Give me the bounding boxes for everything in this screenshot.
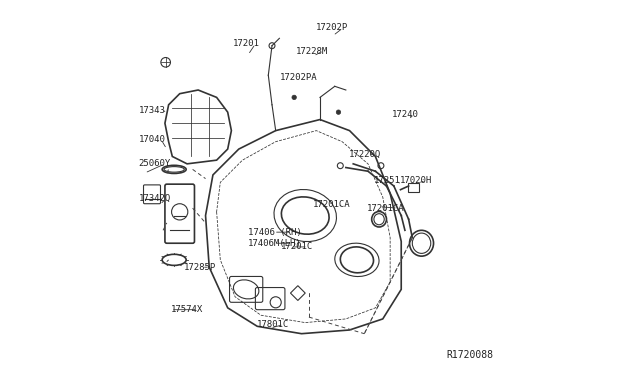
Text: 17201CA: 17201CA: [312, 200, 350, 209]
Text: 17343: 17343: [139, 106, 166, 115]
Text: 17201CA: 17201CA: [367, 203, 404, 213]
Text: 17240: 17240: [392, 109, 419, 119]
Text: 17574X: 17574X: [171, 305, 203, 314]
Text: 17342Q: 17342Q: [139, 195, 172, 203]
Text: 17220Q: 17220Q: [349, 150, 381, 159]
Text: 17201: 17201: [233, 39, 260, 48]
Circle shape: [292, 95, 296, 100]
Text: 17801C: 17801C: [257, 320, 289, 329]
Text: 17251: 17251: [374, 176, 401, 185]
Text: 17202P: 17202P: [316, 23, 349, 32]
Text: 17285P: 17285P: [184, 263, 216, 272]
Text: 17228M: 17228M: [296, 47, 328, 56]
Text: 17020H: 17020H: [399, 176, 431, 185]
Text: 17201C: 17201C: [281, 243, 314, 251]
Circle shape: [336, 110, 340, 114]
Text: 25060Y: 25060Y: [138, 159, 171, 169]
Text: 17406 (RH): 17406 (RH): [248, 228, 301, 237]
Text: 17406M(LH): 17406M(LH): [248, 239, 301, 248]
Text: 17202PA: 17202PA: [280, 73, 317, 81]
Text: 17040: 17040: [139, 135, 166, 144]
Text: R1720088: R1720088: [447, 350, 493, 359]
